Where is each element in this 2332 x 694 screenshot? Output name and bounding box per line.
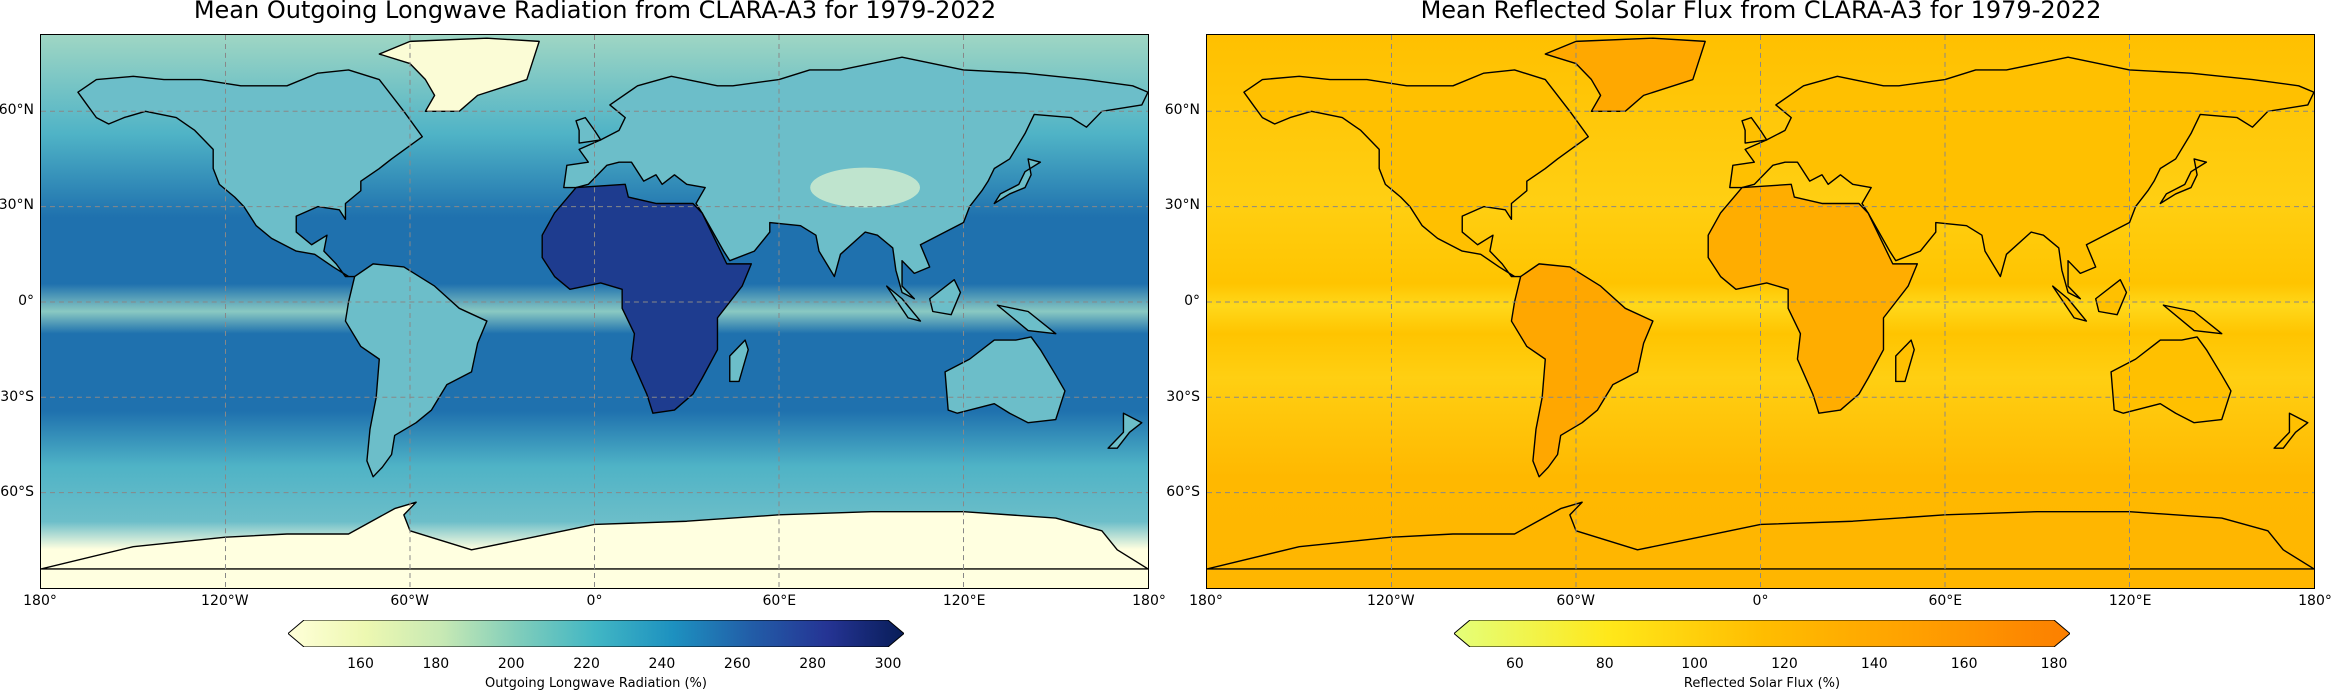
lat-label: 0°	[1184, 292, 1200, 309]
lon-label: 120°W	[1367, 593, 1415, 609]
coastline-antarctica	[1207, 501, 2314, 570]
coastline-greenland	[1544, 37, 1706, 113]
lon-label: 0°	[586, 593, 603, 609]
colorbar-tick-label: 80	[1595, 656, 1614, 672]
colorbar-tick-label: 180	[422, 656, 450, 672]
coastline-greenland	[378, 37, 540, 113]
colorbar-tick-label: 300	[874, 656, 902, 672]
coastline-new-zealand	[2273, 412, 2309, 449]
lon-label: 60°E	[1928, 593, 1963, 609]
coastline-sumatra	[885, 285, 922, 322]
coastline-antarctica	[41, 501, 1148, 570]
colorbar-tick-label: 260	[723, 656, 751, 672]
coastline-sumatra	[2051, 285, 2088, 322]
lon-label: 180°	[1189, 593, 1223, 609]
lat-label: 60°N	[1164, 101, 1200, 118]
coastline-new-zealand	[1107, 412, 1143, 449]
tibet-region	[810, 167, 921, 208]
coastline-new-guinea	[2162, 304, 2223, 335]
olr-colorbar: Outgoing Longwave Radiation (%) 160 180 20…	[288, 620, 904, 691]
lat-label: 60°N	[0, 101, 34, 118]
lat-label: 30°N	[1164, 197, 1200, 214]
coastline-eurasia	[1729, 56, 2314, 300]
coastline-north-america	[77, 69, 424, 278]
coastline-madagascar	[1895, 339, 1915, 383]
lon-label: 180°	[2298, 593, 2332, 609]
colorbar-tick-label: 120	[1771, 656, 1798, 672]
lat-label: 30°S	[1166, 388, 1200, 405]
lon-label: 180°	[23, 593, 57, 609]
lon-label: 120°W	[201, 593, 249, 609]
coastline-north-america	[1243, 69, 1590, 278]
colorbar-tick-label: 100	[1681, 656, 1708, 672]
colorbar-tick-label: 140	[1860, 656, 1888, 672]
lat-label: 60°S	[1166, 484, 1200, 501]
coastline-japan	[993, 158, 1042, 205]
colorbar-tick-label: 200	[497, 656, 525, 672]
rsf-map-field	[1207, 35, 2314, 588]
colorbar-tick-label: 280	[799, 656, 826, 672]
colorbar-tick-label: 160	[1950, 656, 1978, 672]
coastline-madagascar	[729, 339, 749, 383]
colorbar-tick-label: 160	[347, 656, 374, 672]
olr-colorbar-ramp	[288, 620, 904, 647]
lat-label: 0°	[18, 292, 34, 309]
colorbar-tick-label: 220	[573, 656, 600, 672]
lat-label: 60°S	[0, 484, 34, 501]
coastline-south-america	[344, 263, 488, 478]
lon-label: 60°W	[390, 593, 429, 609]
olr-map-field	[41, 35, 1148, 588]
coastline-australia	[2110, 336, 2232, 424]
lon-label: 60°E	[762, 593, 797, 609]
coastline-japan	[2159, 158, 2208, 205]
coastline-australia	[944, 336, 1066, 424]
lat-label: 30°N	[0, 197, 34, 214]
lon-label: 120°E	[2108, 593, 2152, 609]
olr-map	[40, 34, 1149, 589]
lon-label: 60°W	[1556, 593, 1595, 609]
rsf-colorbar-label: Reflected Solar Flux (%)	[1683, 676, 1841, 691]
colorbar-tick-label: 60	[1506, 656, 1524, 672]
rsf-colorbar: Reflected Solar Flux (%) 60 80 100 120 140 16…	[1454, 620, 2070, 691]
lon-label: 0°	[1752, 593, 1769, 609]
olr-colorbar-label: Outgoing Longwave Radiation (%)	[485, 676, 707, 691]
lon-label: 180°	[1132, 593, 1166, 609]
coastline-south-america	[1510, 263, 1654, 478]
coastline-borneo	[928, 279, 962, 316]
rsf-map-title: Mean Reflected Solar Flux from CLARA-A3 …	[1420, 0, 2102, 24]
rsf-colorbar-ramp	[1454, 620, 2070, 647]
olr-map-title: Mean Outgoing Longwave Radiation from CL…	[193, 0, 997, 24]
coastline-borneo	[2094, 279, 2128, 316]
colorbar-tick-label: 180	[2040, 656, 2068, 672]
lat-label: 30°S	[0, 388, 34, 405]
rsf-map	[1206, 34, 2315, 589]
colorbar-tick-label: 240	[648, 656, 676, 672]
coastline-new-guinea	[996, 304, 1057, 335]
lon-label: 120°E	[942, 593, 986, 609]
